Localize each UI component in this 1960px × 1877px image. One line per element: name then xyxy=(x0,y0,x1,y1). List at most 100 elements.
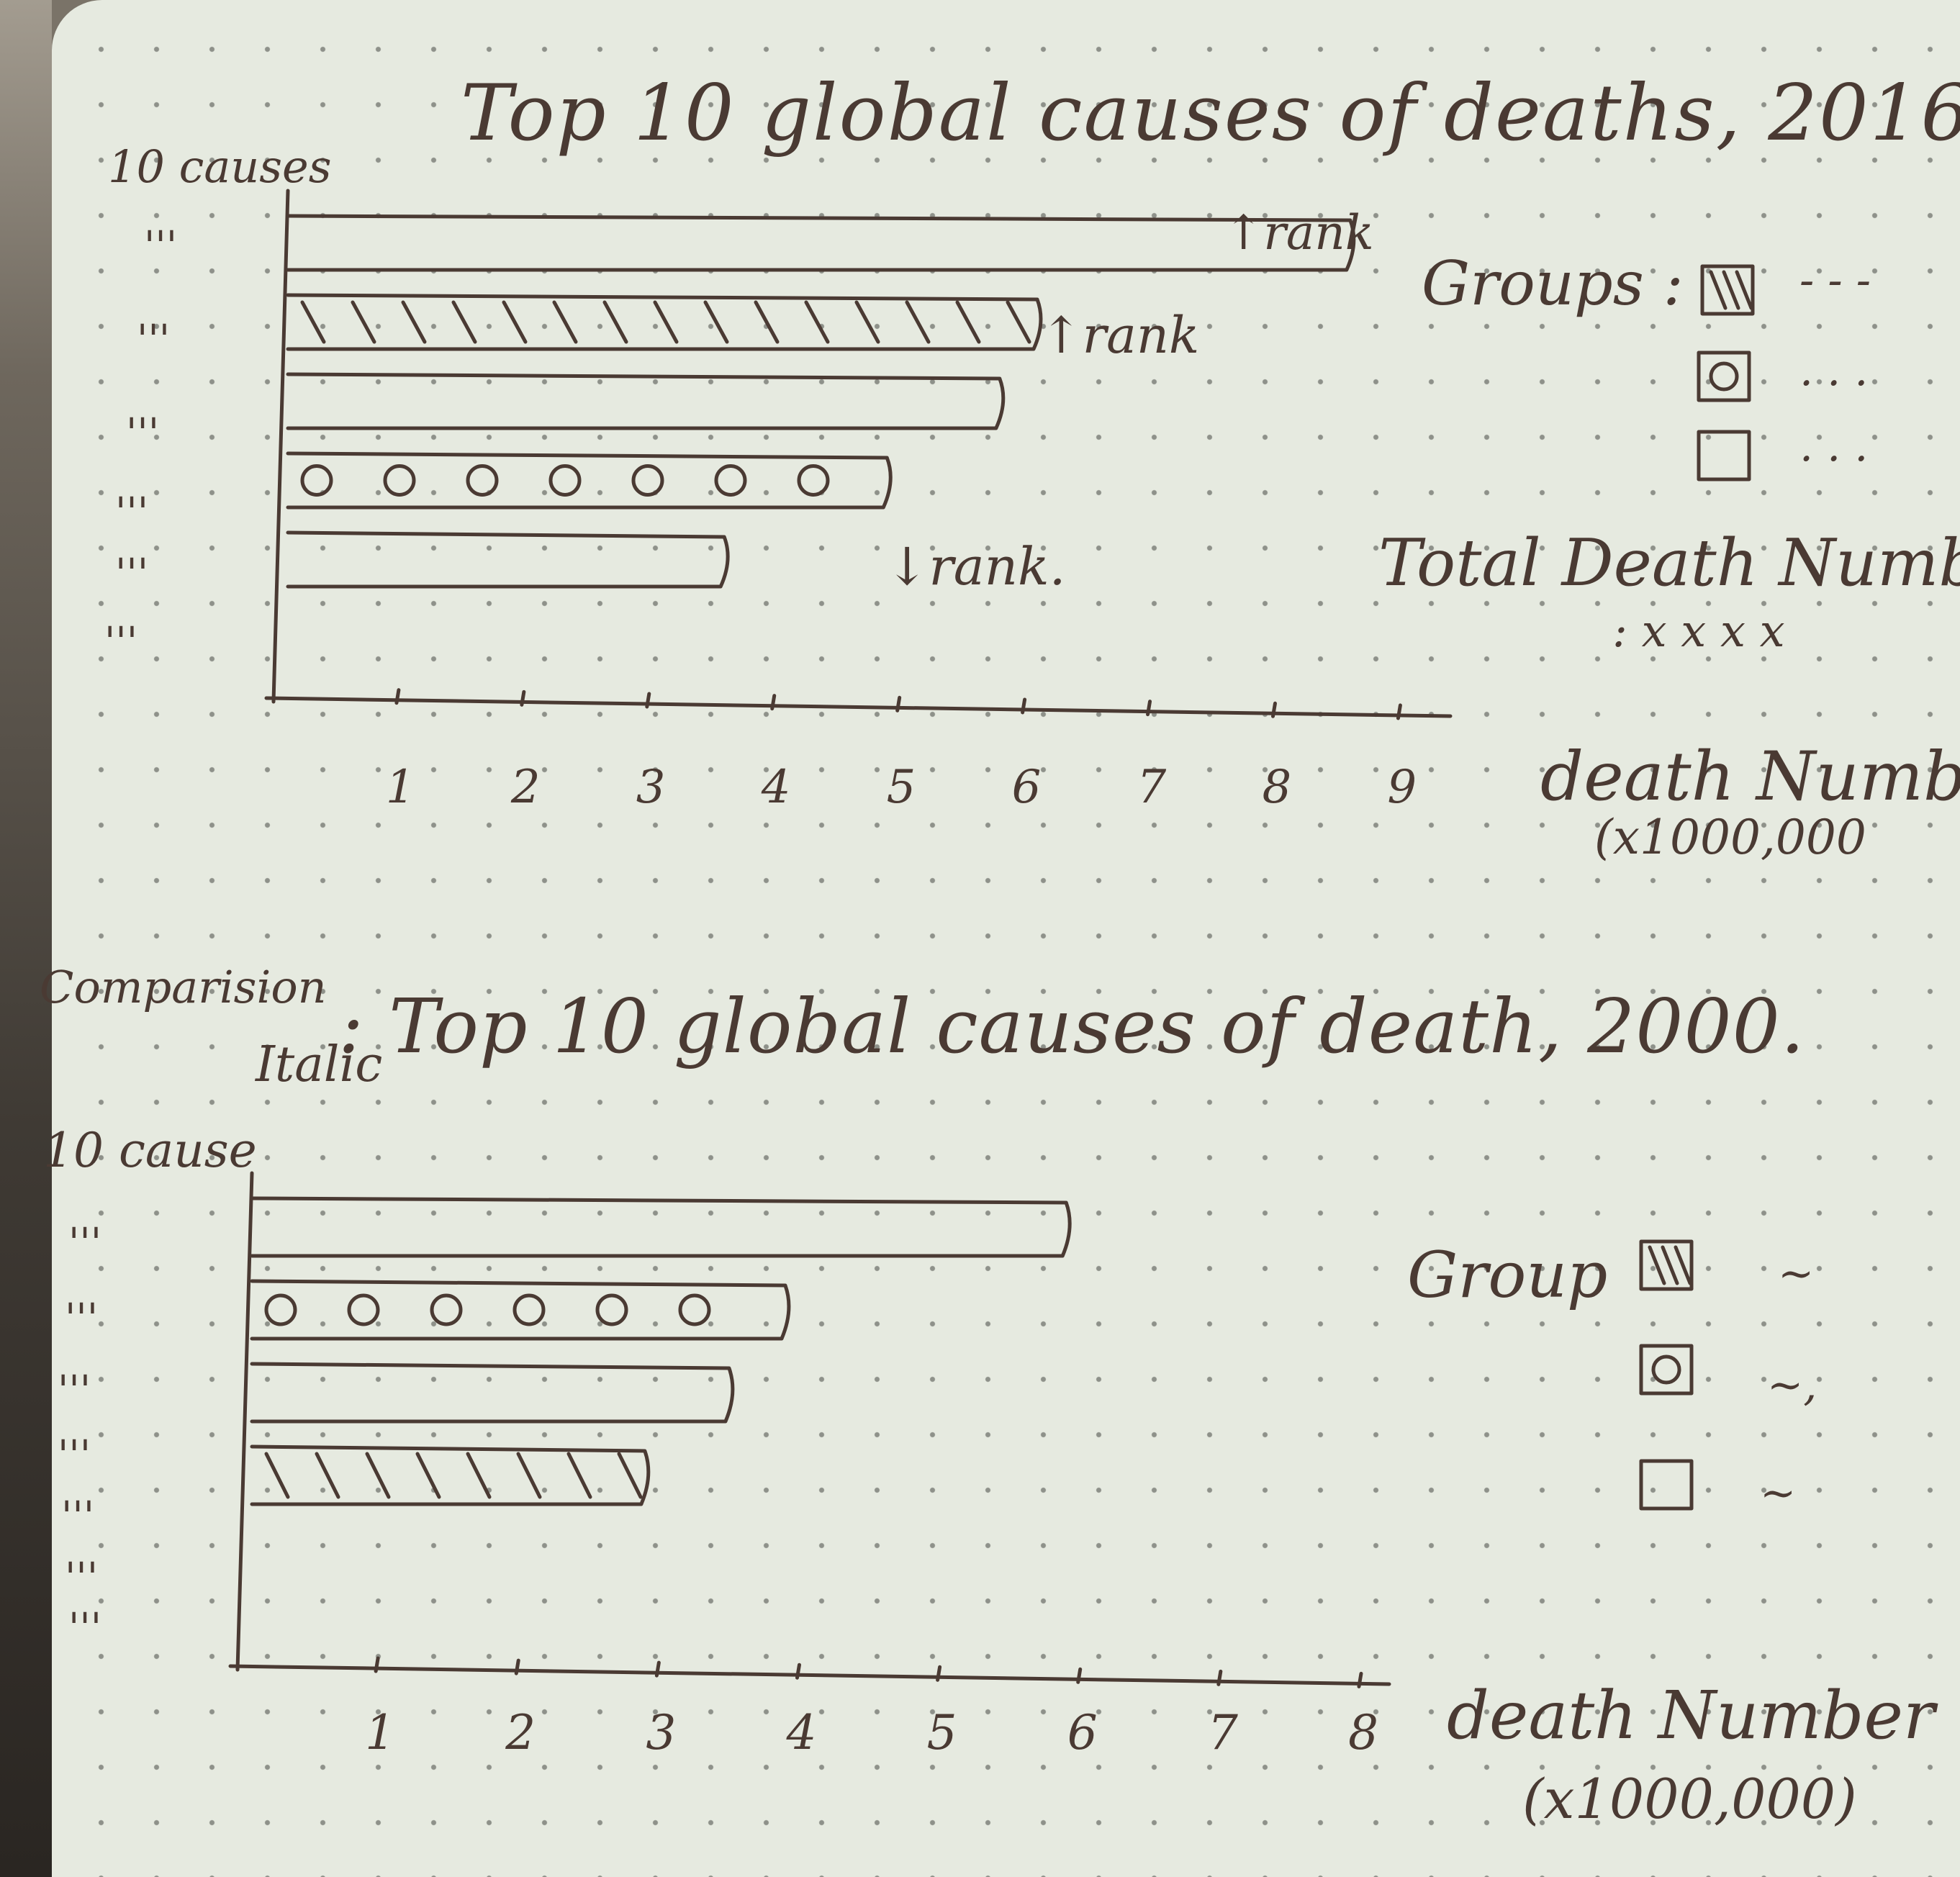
bar xyxy=(286,372,1006,430)
chart-title-2016: Top 10 global causes of deaths, 2016. xyxy=(461,68,1960,158)
x-tick xyxy=(514,1658,520,1675)
annotation-rank-up-1: ↑rank xyxy=(1224,205,1374,261)
x-tick xyxy=(936,1665,942,1682)
bar-circle-mark xyxy=(512,1293,546,1326)
total-death-label: Total Death Numb xyxy=(1378,525,1960,601)
comparison-note: Comparision xyxy=(40,961,327,1013)
x-tick-label: 9 xyxy=(1387,761,1417,814)
x-tick xyxy=(645,692,651,709)
x-axis-line xyxy=(264,696,1453,718)
x-tick-label: 4 xyxy=(785,1705,816,1760)
legend-swatch-box xyxy=(1639,1239,1694,1291)
x-tick-label: 5 xyxy=(927,1705,957,1760)
x-tick-label: 7 xyxy=(1137,761,1167,814)
x-tick-label: 2 xyxy=(510,761,541,814)
bar-hatch-stroke xyxy=(264,1452,290,1499)
chart-2016: 1 2 3 4 5 6 7 8 9 xyxy=(264,189,1453,814)
x-axis-unit-2016: (x1000,000 xyxy=(1594,810,1866,865)
bar-outline xyxy=(286,293,1043,351)
legend-item-label-2016-2: . . . xyxy=(1799,345,1869,396)
annotation-rank-up-2: ↑rank xyxy=(1040,306,1200,365)
bar-hatch-stroke xyxy=(566,1452,592,1499)
legend-circle-mark xyxy=(1651,1354,1681,1385)
bar-outline xyxy=(286,372,1006,430)
bar-hatch-stroke xyxy=(502,300,528,344)
bar-circle-mark xyxy=(678,1293,711,1326)
bar xyxy=(250,1362,735,1424)
row-mark: ''' xyxy=(58,1432,91,1479)
x-tick xyxy=(520,689,526,707)
bar-outline xyxy=(250,1444,651,1506)
bar-outline xyxy=(250,1196,1072,1258)
x-tick-label: 5 xyxy=(887,761,916,814)
legend-swatch xyxy=(1700,264,1755,316)
legend-hatch-stroke xyxy=(1722,270,1740,310)
x-tick xyxy=(770,694,777,711)
x-axis-line xyxy=(228,1664,1391,1686)
bar-hatch-stroke xyxy=(617,1452,643,1499)
legend-swatch-box xyxy=(1697,430,1751,481)
bar-hatch-stroke xyxy=(1006,300,1031,344)
legend-swatch-box xyxy=(1639,1459,1694,1511)
legend-swatch-box xyxy=(1700,264,1755,316)
legend-hatch-stroke xyxy=(1648,1245,1666,1285)
x-tick-label: 4 xyxy=(761,761,791,814)
bar-circle-mark xyxy=(631,464,664,497)
bar xyxy=(250,1444,651,1506)
bar-outline xyxy=(286,214,1356,272)
x-tick xyxy=(1270,701,1277,718)
bar-hatch-stroke xyxy=(315,1452,340,1499)
x-tick-label: 1 xyxy=(386,761,415,814)
row-mark: ''' xyxy=(115,489,149,536)
x-tick xyxy=(1216,1669,1223,1686)
bar-outline xyxy=(286,451,893,510)
bar-outline xyxy=(250,1279,791,1341)
bar-circle-mark xyxy=(347,1293,380,1326)
bar xyxy=(250,1196,1072,1258)
bar-hatch-stroke xyxy=(905,300,931,344)
bar xyxy=(286,214,1356,272)
comparison-sub-note: Italic xyxy=(256,1036,383,1093)
bar-hatch-stroke xyxy=(703,300,729,344)
legend-item-label-2016-1: - - - xyxy=(1799,255,1871,306)
x-tick xyxy=(654,1660,661,1678)
bar-hatch-stroke xyxy=(466,1452,492,1499)
row-mark: ''' xyxy=(144,223,178,270)
x-tick xyxy=(1021,697,1027,715)
bar-circle-mark xyxy=(548,464,582,497)
bar-circle-mark xyxy=(430,1293,463,1326)
x-tick xyxy=(895,695,902,713)
bar-hatch-stroke xyxy=(415,1452,441,1499)
y-axis-line xyxy=(271,189,290,704)
y-axis-label-2000: 10 cause xyxy=(43,1123,257,1178)
x-axis-label-2000: death Number xyxy=(1447,1677,1935,1754)
x-tick-label: 8 xyxy=(1348,1705,1378,1760)
legend-swatch-box xyxy=(1639,1344,1694,1396)
chart-title-2000: : Top 10 global causes of death, 2000. xyxy=(338,982,1805,1070)
y-axis-line xyxy=(235,1171,254,1672)
bar-outline xyxy=(250,1362,735,1424)
row-mark: ''' xyxy=(126,410,160,457)
bar-hatch-stroke xyxy=(365,1452,391,1499)
row-mark: ''' xyxy=(65,1555,99,1601)
x-tick xyxy=(1076,1667,1083,1684)
bar-circle-mark xyxy=(595,1293,628,1326)
x-tick xyxy=(1396,703,1402,720)
x-tick-label: 1 xyxy=(365,1705,395,1760)
legend-hatch-stroke xyxy=(1709,270,1728,310)
x-tick xyxy=(374,1656,380,1673)
legend-swatch xyxy=(1639,1239,1694,1291)
bar-hatch-stroke xyxy=(653,300,679,344)
x-tick xyxy=(1146,700,1152,717)
bar xyxy=(286,451,893,510)
row-mark: ''' xyxy=(65,1295,99,1342)
row-mark: ''' xyxy=(104,619,138,666)
bar xyxy=(286,293,1043,351)
x-tick-label: 6 xyxy=(1067,1705,1098,1760)
bar-hatch-stroke xyxy=(300,300,326,344)
legend-item-label-2000-1: ~ xyxy=(1778,1249,1815,1299)
x-axis-label-2016: death Numb xyxy=(1540,738,1960,816)
legend-hatch-stroke xyxy=(1735,270,1753,310)
legend-swatches xyxy=(1639,264,1755,1511)
bar-outline xyxy=(286,530,730,589)
